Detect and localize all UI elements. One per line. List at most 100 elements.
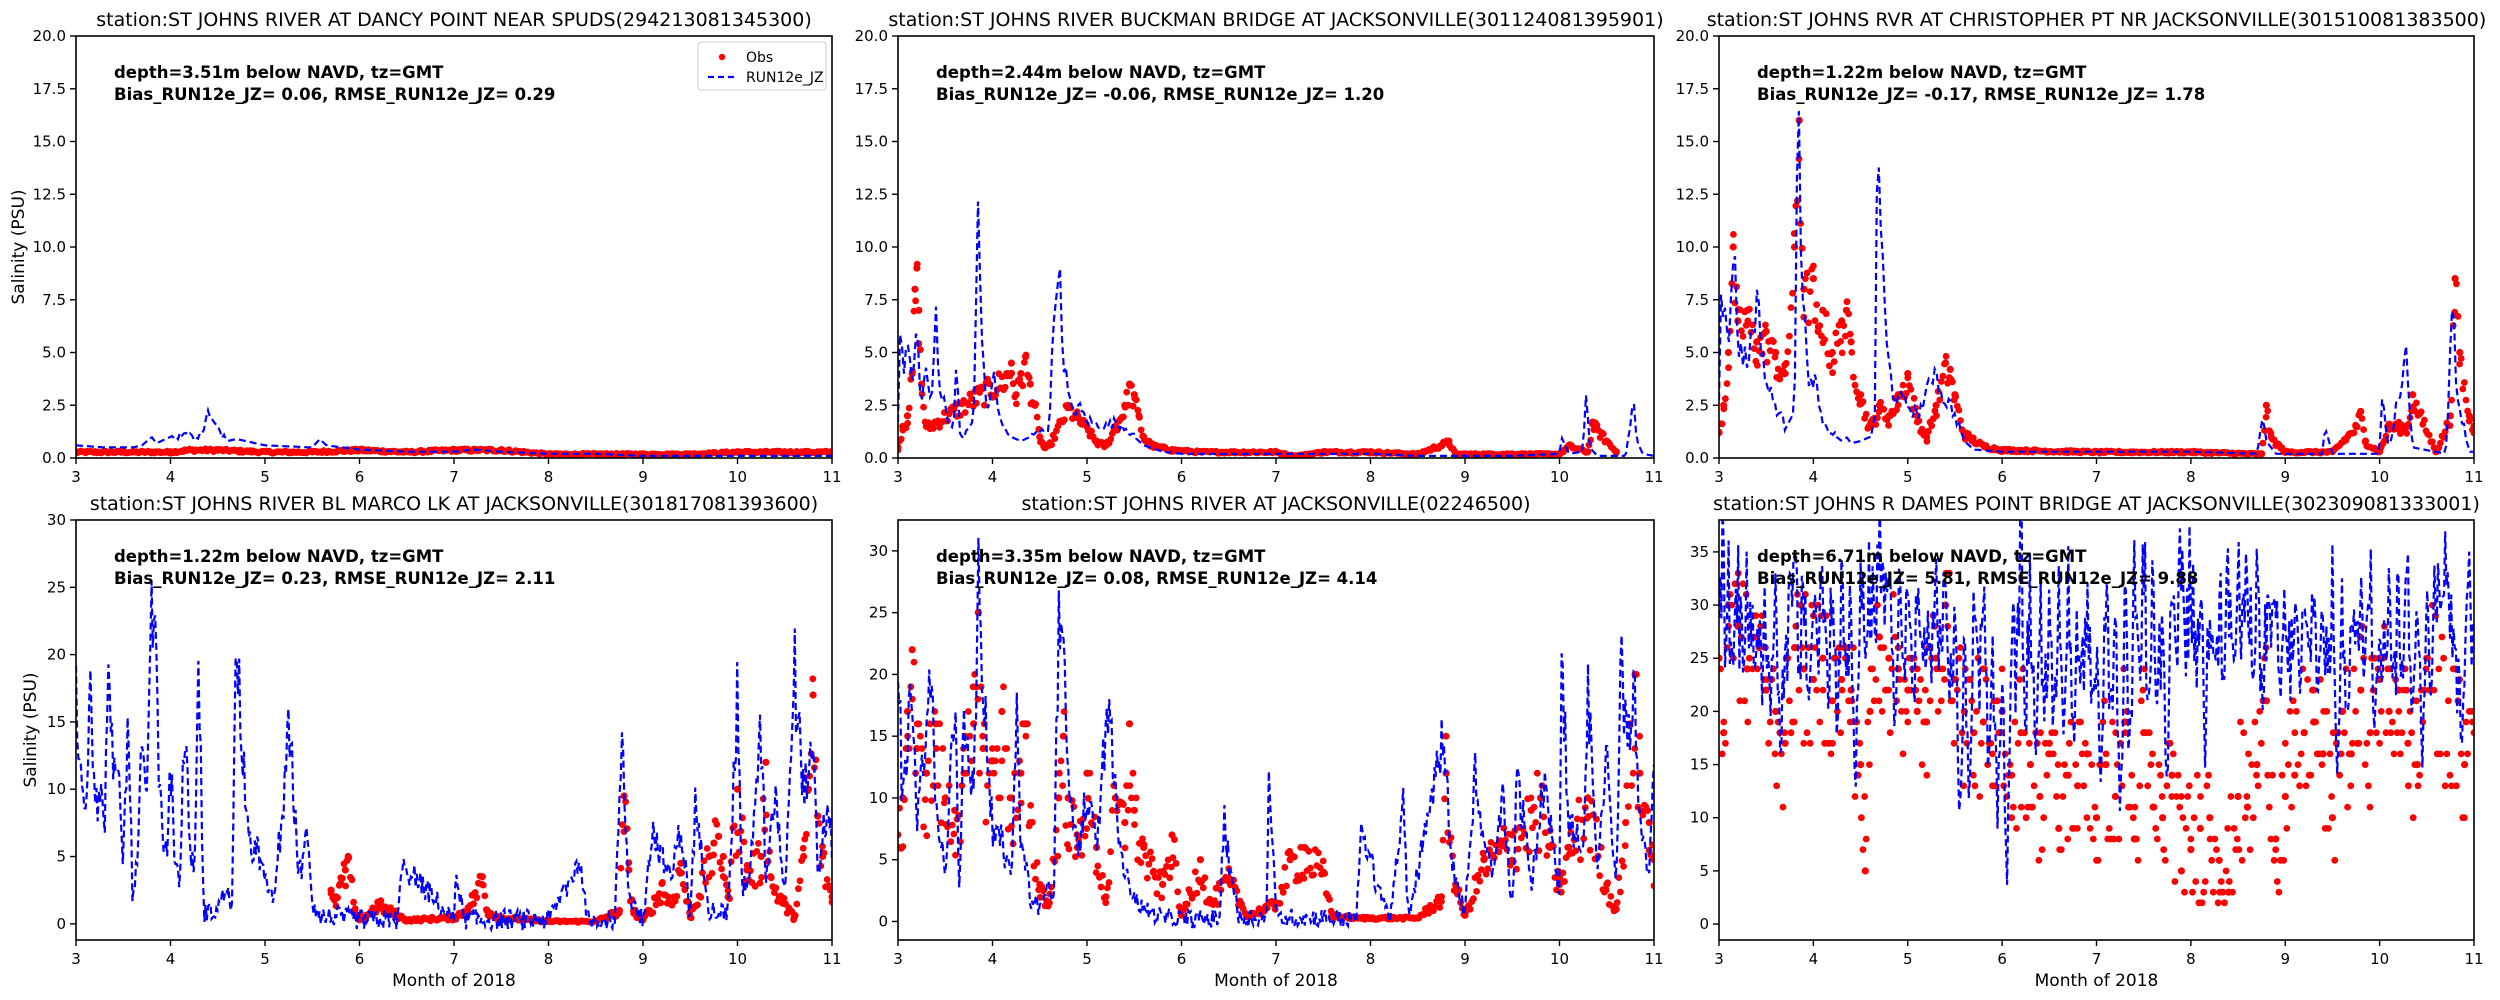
obs-point — [1779, 803, 1787, 811]
obs-point — [1092, 437, 1101, 445]
obs-point — [1720, 729, 1728, 737]
y-tick-label: 0 — [1699, 915, 1709, 933]
chart-title: station:ST JOHNS RIVER BUCKMAN BRIDGE AT… — [888, 9, 1663, 31]
x-tick-label: 10 — [728, 950, 747, 968]
obs-point — [1233, 887, 1241, 895]
obs-point — [1559, 869, 1567, 877]
obs-point — [1064, 401, 1072, 409]
obs-point — [2145, 729, 2153, 737]
obs-point — [625, 866, 633, 874]
obs-point — [1857, 761, 1865, 769]
obs-point — [1937, 378, 1945, 385]
obs-point — [705, 852, 713, 861]
obs-point — [763, 811, 770, 819]
obs-point — [979, 744, 987, 753]
y-tick-label: 15 — [47, 713, 66, 731]
obs-point — [743, 866, 751, 874]
obs-point — [1861, 793, 1868, 800]
obs-point — [1045, 441, 1053, 449]
annotation-depth: depth=3.51m below NAVD, tz=GMT — [114, 63, 444, 82]
obs-point — [1158, 894, 1166, 902]
obs-point — [1026, 819, 1034, 827]
obs-point — [1478, 866, 1485, 873]
obs-point — [2285, 761, 2292, 768]
obs-point — [1065, 845, 1073, 853]
obs-point — [1792, 202, 1800, 210]
obs-point — [1789, 289, 1796, 297]
obs-point — [1055, 794, 1063, 802]
obs-point — [2074, 782, 2082, 790]
obs-point — [2470, 422, 2474, 430]
obs-point — [2036, 792, 2044, 801]
obs-point — [756, 879, 764, 887]
obs-point — [796, 877, 804, 885]
y-tick-label: 20.0 — [33, 27, 66, 45]
obs-point — [910, 658, 918, 666]
obs-point — [1577, 856, 1584, 864]
obs-point — [2448, 396, 2456, 404]
obs-point — [1722, 395, 1729, 403]
obs-point — [1724, 348, 1732, 357]
x-tick-label: 5 — [1903, 468, 1913, 486]
obs-point — [1933, 412, 1940, 419]
obs-point — [1596, 872, 1604, 880]
obs-point — [2053, 793, 2060, 800]
obs-point — [2215, 856, 2223, 864]
obs-point — [1752, 612, 1760, 620]
obs-point — [1618, 857, 1626, 865]
series-model-line — [1719, 520, 2474, 885]
annotation-depth: depth=6.71m below NAVD, tz=GMT — [1757, 547, 2087, 566]
annotation-depth: depth=1.22m below NAVD, tz=GMT — [114, 547, 444, 566]
obs-point — [1540, 813, 1548, 821]
obs-point — [1134, 406, 1142, 414]
obs-point — [2115, 835, 2123, 843]
obs-point — [2465, 412, 2473, 420]
obs-point — [2086, 825, 2094, 832]
obs-point — [2054, 761, 2062, 768]
obs-point — [2469, 718, 2474, 726]
obs-point — [2254, 782, 2262, 790]
obs-point — [2155, 761, 2163, 768]
obs-point — [2413, 761, 2421, 769]
obs-point — [1858, 814, 1865, 822]
obs-point — [809, 675, 817, 683]
obs-point — [1894, 401, 1902, 409]
obs-point — [479, 881, 487, 889]
obs-point — [2451, 275, 2459, 283]
obs-point — [344, 852, 352, 861]
obs-point — [1904, 718, 1912, 726]
obs-point — [718, 865, 725, 873]
obs-point — [2017, 729, 2025, 737]
obs-point — [1966, 676, 1974, 683]
obs-point — [988, 745, 996, 752]
obs-point — [1829, 739, 1836, 747]
obs-point — [2092, 814, 2101, 822]
obs-point — [2464, 750, 2472, 758]
obs-point — [1946, 365, 1954, 373]
obs-point — [772, 884, 780, 892]
y-tick-label: 2.5 — [42, 396, 66, 414]
y-tick-label: 15.0 — [33, 133, 66, 151]
obs-point — [1917, 676, 1924, 683]
x-tick-label: 7 — [449, 468, 459, 486]
obs-point — [733, 785, 742, 793]
obs-point — [1155, 874, 1162, 881]
obs-point — [1129, 402, 1137, 410]
obs-point — [936, 424, 943, 431]
obs-point — [2185, 782, 2193, 790]
obs-point — [2291, 771, 2299, 779]
obs-point — [1942, 352, 1950, 360]
obs-point — [1121, 844, 1129, 852]
obs-point — [979, 732, 987, 740]
obs-point — [917, 732, 924, 740]
obs-point — [1148, 855, 1156, 863]
obs-point — [1969, 771, 1977, 779]
obs-point — [1129, 769, 1137, 777]
series-model-line — [1719, 111, 2474, 455]
obs-point — [2137, 697, 2145, 705]
obs-point — [921, 796, 929, 803]
panel-6: 3 4 5 6 7 8 9 10 11 0 5 10 15 20 25 30 35 station:ST JOHN… — [1690, 493, 2484, 991]
obs-point — [721, 874, 729, 882]
obs-point — [1957, 644, 1964, 651]
obs-point — [1762, 686, 1770, 694]
